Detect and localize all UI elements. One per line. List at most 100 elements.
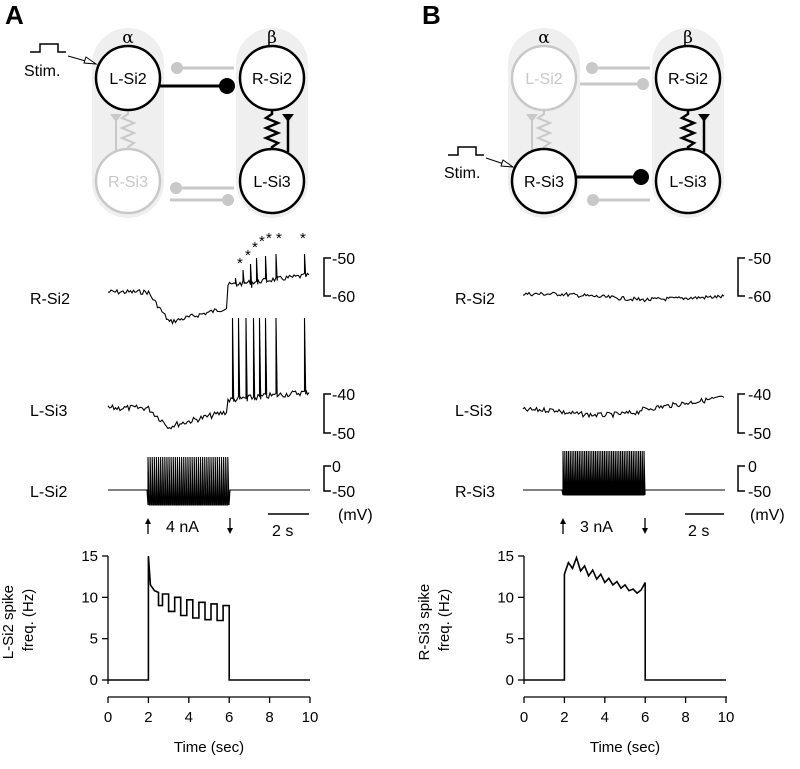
neuron-top-left-label: L-Si2	[109, 71, 146, 88]
x-tick-label: 2	[144, 709, 152, 726]
x-tick-label: 4	[601, 709, 609, 726]
scale-r-top: -50	[332, 251, 355, 268]
arrow-up-icon	[145, 518, 151, 524]
stim-label: Stim.	[24, 63, 60, 80]
inactive-synapse-terminal	[222, 194, 234, 206]
scale-m-top: -40	[332, 387, 355, 404]
scale-bar-b	[323, 465, 331, 492]
inactive-connections	[110, 62, 234, 206]
axis-ticks: 0 2 4 6 8 10 0 5 10 15	[81, 548, 318, 726]
panel-a: A α β L-Si2 R-Si2	[0, 0, 373, 756]
frequency-series-line	[108, 555, 310, 681]
arrow-down-icon	[227, 528, 233, 534]
time-scale-label: 2 s	[688, 523, 709, 540]
y-tick-label: 0	[90, 672, 98, 689]
active-synapse-terminal	[219, 78, 235, 94]
inactive-gap-marker	[110, 114, 122, 122]
x-tick-label: 0	[520, 709, 528, 726]
y-tick-label: 15	[81, 548, 98, 565]
y-axis-title: R-Si3 spike freq. (Hz)	[416, 580, 453, 661]
y-tick-label: 5	[90, 631, 98, 648]
y-axis-title-line2: freq. (Hz)	[436, 589, 453, 652]
inactive-connections	[526, 62, 650, 206]
asterisk: *	[252, 239, 258, 256]
trace-label-r-si2: R-Si2	[30, 291, 70, 308]
y-axis-title-line2: freq. (Hz)	[20, 589, 37, 652]
time-scale-label: 2 s	[272, 523, 293, 540]
asterisk: *	[276, 230, 282, 247]
trace-label-l-si2: L-Si2	[30, 484, 67, 501]
inactive-gap-junction	[119, 110, 137, 150]
panel-letter-b: B	[422, 0, 441, 30]
inactive-synapse-terminal	[586, 62, 598, 74]
neuron-bottom-left-label: R-Si3	[108, 174, 148, 191]
y-axis-title: L-Si2 spike freq. (Hz)	[0, 581, 37, 659]
scale-b-top: 0	[748, 459, 757, 476]
axis-ticks: 0 2 4 6 8 10 0 5 10 15	[497, 548, 734, 726]
column-beta-label: β	[267, 28, 277, 48]
circuit-diagram-b: α β L-Si2 R-Si2 R-Si3 L-Si3	[444, 28, 724, 218]
neuron-top-right-label: R-Si2	[252, 71, 292, 88]
trace-l-si3	[107, 317, 310, 430]
x-tick-label: 8	[265, 709, 273, 726]
electrode-tip-icon	[500, 159, 515, 168]
stim-pulse-icon	[30, 43, 66, 53]
x-axis-title: Time (sec)	[590, 739, 660, 756]
trace-r-si2	[522, 291, 725, 303]
scale-r-bottom: -60	[332, 289, 355, 306]
x-tick-label: 8	[681, 709, 689, 726]
active-gap-marker	[698, 114, 710, 122]
neuron-bottom-left	[510, 147, 578, 215]
y-tick-label: 0	[506, 672, 514, 689]
inactive-gap-marker	[526, 114, 538, 122]
neuron-bottom-left	[94, 147, 162, 215]
inactive-synapse-terminal	[171, 62, 183, 74]
inactive-synapse-terminal	[637, 78, 649, 90]
active-gap-marker	[282, 114, 294, 122]
trace-l-si3	[522, 395, 725, 419]
asterisk: *	[237, 255, 243, 272]
current-label: 3 nA	[580, 519, 613, 536]
units-label: (mV)	[338, 507, 373, 524]
y-axis-title-line1: L-Si2 spike	[0, 585, 17, 659]
scale-b-top: 0	[332, 459, 341, 476]
stim-pulse-icon	[448, 146, 484, 156]
x-tick-label: 10	[302, 709, 319, 726]
x-tick-label: 4	[185, 709, 193, 726]
scale-bar-b	[737, 465, 745, 492]
neuron-bottom-left-label: R-Si3	[524, 174, 564, 191]
arrow-down-icon	[642, 528, 648, 534]
neuron-top-right-label: R-Si2	[668, 71, 708, 88]
arrow-up-icon	[560, 518, 566, 524]
x-tick-label: 10	[718, 709, 735, 726]
spike-frequency-chart-a: 0 2 4 6 8 10 0 5 10 15 L-Si2 spike freq. (Hz) Tim…	[0, 548, 318, 756]
spike-frequency-chart-b: 0 2 4 6 8 10 0 5 10 15 R-Si3 spike freq. (Hz) Tim…	[416, 548, 734, 756]
voltage-traces-b: R-Si2 L-Si3 R-Si3 -50 -60 -40 -50 0 -50 …	[455, 251, 785, 540]
scale-r-top: -50	[748, 251, 771, 268]
active-synapse-terminal	[633, 169, 649, 185]
column-alpha-label: α	[122, 28, 134, 48]
neuron-top-left	[94, 44, 162, 112]
trace-label-r-si3: R-Si3	[455, 484, 495, 501]
y-tick-label: 5	[506, 631, 514, 648]
x-axis-title: Time (sec)	[174, 739, 244, 756]
electrode-tip-icon	[83, 56, 98, 65]
asterisk: *	[259, 233, 265, 250]
panel-letter-a: A	[5, 0, 24, 30]
inactive-gap-junction	[535, 110, 553, 150]
y-tick-label: 15	[497, 548, 514, 565]
circuit-diagram-a: α β L-Si2 R-Si2 R-Si3 L-Si3	[24, 28, 308, 218]
current-label: 4 nA	[166, 519, 199, 536]
inactive-synapse-terminal	[587, 194, 599, 206]
neuron-bottom-right-label: L-Si3	[253, 174, 290, 191]
stim-label: Stim.	[444, 165, 480, 182]
trace-label-l-si3: L-Si3	[455, 403, 492, 420]
x-tick-label: 0	[104, 709, 112, 726]
neuron-top-left-label: L-Si2	[525, 71, 562, 88]
scale-m-top: -40	[748, 387, 771, 404]
asterisk: *	[245, 247, 251, 264]
x-tick-label: 6	[225, 709, 233, 726]
scale-m-bottom: -50	[332, 426, 355, 443]
scale-b-bottom: -50	[748, 484, 771, 501]
panel-b: B α β L-Si2 R-Si2 R-Si3	[416, 0, 785, 756]
